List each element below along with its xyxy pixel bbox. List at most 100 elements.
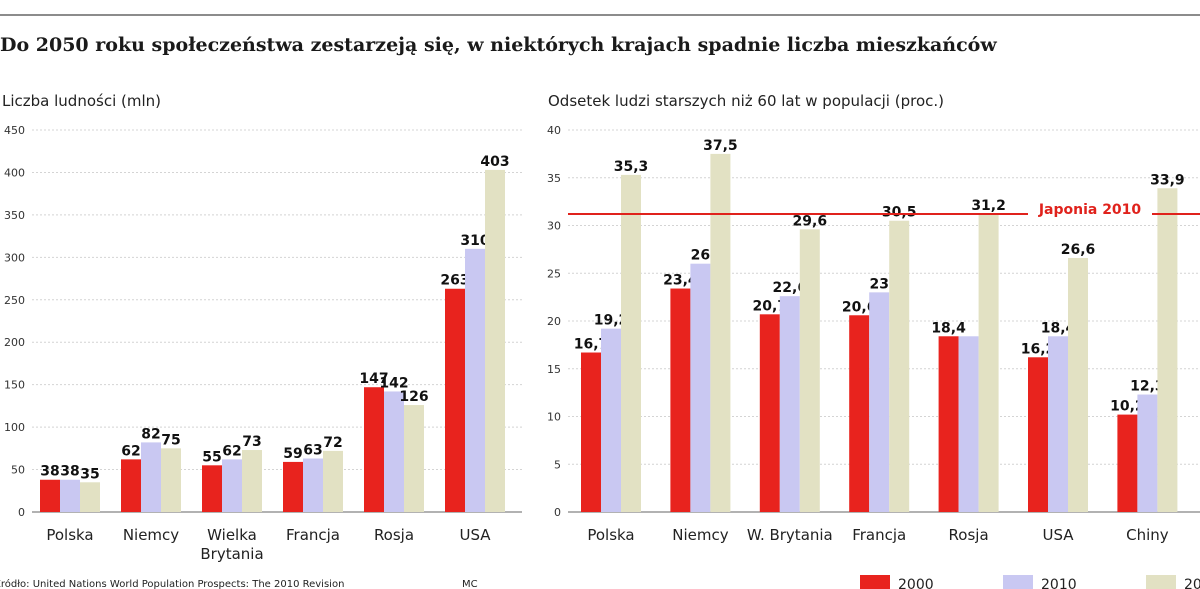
data-label-2010: 23 [869, 276, 888, 292]
category-label: Niemcy [672, 526, 728, 544]
bar-2000 [938, 336, 959, 512]
data-label-2050: 72 [323, 435, 342, 451]
bar-2050 [978, 214, 999, 513]
data-label-2000: 147 [359, 371, 388, 387]
data-label-2050: 31,2 [971, 198, 1006, 214]
bar-2050 [1157, 188, 1178, 512]
chart-title: Do 2050 roku społeczeństwa zestarzeją si… [0, 34, 997, 56]
y-tick-label: 200 [4, 336, 25, 349]
author-mark: MC [462, 579, 478, 589]
data-label-2010: 18,4 [1041, 320, 1076, 336]
bar-2050 [799, 229, 820, 512]
category-label: Chiny [1126, 526, 1169, 544]
legend-label-2010: 2010 [1041, 577, 1077, 589]
data-label-2010: 310 [460, 233, 489, 249]
bar-2050 [242, 450, 262, 512]
y-tick-label: 0 [554, 506, 561, 519]
category-label: Rosja [949, 526, 989, 544]
y-tick-label: 0 [18, 506, 25, 519]
bar-2010 [303, 458, 323, 512]
bar-2050 [485, 169, 505, 513]
bar-2010 [690, 263, 711, 512]
data-label-2010: 22,6 [773, 280, 808, 296]
bar-2010 [384, 391, 404, 512]
bar-2010 [1048, 336, 1068, 512]
y-tick-label: 450 [4, 124, 25, 137]
data-label-2010: 62 [222, 443, 241, 459]
data-label-2010: 12,3 [1130, 379, 1165, 395]
bar-2010 [1137, 394, 1158, 512]
data-label-2000: 10,2 [1110, 399, 1145, 415]
category-label: Francja [852, 526, 906, 544]
y-tick-label: 100 [4, 421, 25, 434]
data-label-2000: 38 [40, 464, 59, 480]
category-label: Wielka [207, 526, 257, 544]
data-label-2010: 19,2 [594, 313, 629, 329]
legend-label-2050: 2050 [1184, 577, 1200, 589]
data-label-2000: 16,2 [1021, 341, 1056, 357]
y-tick-label: 150 [4, 379, 25, 392]
category-label: W. Brytania [747, 526, 833, 544]
y-tick-label: 15 [547, 363, 561, 376]
data-label-2050: 26,6 [1061, 242, 1096, 258]
top-rule [0, 14, 1200, 16]
reference-label: Japonia 2010 [1038, 202, 1142, 218]
bar-2010 [222, 459, 242, 512]
bar-2000 [283, 461, 303, 512]
bar-2010 [779, 296, 800, 512]
data-label-2000: 263 [440, 273, 469, 289]
bar-2000 [40, 479, 60, 512]
y-tick-label: 30 [547, 220, 561, 233]
data-label-2000: 20,7 [753, 298, 788, 314]
data-label-2000: 55 [202, 449, 221, 465]
legend-swatch-2000 [860, 575, 890, 589]
data-label-2000: 18,4 [931, 320, 966, 336]
category-label: Rosja [374, 526, 414, 544]
category-label: Francja [286, 526, 340, 544]
bar-2000 [1117, 414, 1138, 512]
bar-2050 [889, 220, 910, 512]
data-label-2000: 59 [283, 446, 302, 462]
bar-2050 [80, 482, 100, 512]
bar-2050 [404, 405, 424, 512]
data-label-2000: 20,6 [842, 299, 877, 315]
source-note: Źródło: United Nations World Population … [0, 577, 344, 589]
bar-2000 [445, 288, 465, 512]
category-label: Polska [587, 526, 634, 544]
bar-2000 [759, 314, 780, 512]
category-label: USA [459, 526, 491, 544]
y-tick-label: 10 [547, 411, 561, 424]
data-label-2050: 73 [242, 434, 261, 450]
data-label-2050: 35 [80, 466, 99, 482]
bar-2000 [364, 387, 384, 512]
bar-2010 [465, 248, 485, 512]
subchart-title-0: Liczba ludności (mln) [2, 92, 161, 110]
category-label: Niemcy [123, 526, 179, 544]
bar-2010 [141, 442, 161, 512]
data-label-2050: 30,5 [882, 205, 917, 221]
data-label-2010: 38 [60, 464, 79, 480]
reference-label-bg [1028, 198, 1152, 219]
bar-2000 [581, 352, 601, 512]
data-label-2010: 63 [303, 443, 322, 459]
bar-2010 [958, 336, 979, 512]
bar-2000 [849, 315, 870, 512]
y-tick-label: 350 [4, 209, 25, 222]
data-label-2010: 142 [379, 375, 408, 391]
y-tick-label: 20 [547, 315, 561, 328]
data-label-2050: 403 [480, 154, 509, 170]
y-tick-label: 5 [554, 458, 561, 471]
y-tick-label: 25 [547, 267, 561, 280]
legend-label-2000: 2000 [898, 577, 934, 589]
bar-2050 [161, 448, 181, 512]
y-tick-label: 300 [4, 251, 25, 264]
legend-swatch-2010 [1003, 575, 1033, 589]
category-label: USA [1042, 526, 1074, 544]
subchart-title-1: Odsetek ludzi starszych niż 60 lat w pop… [548, 92, 944, 110]
y-tick-label: 50 [11, 464, 25, 477]
bar-2000 [670, 288, 691, 512]
category-label: Polska [46, 526, 93, 544]
data-label-2010: 26 [691, 248, 710, 264]
data-label-2050: 126 [399, 389, 428, 405]
